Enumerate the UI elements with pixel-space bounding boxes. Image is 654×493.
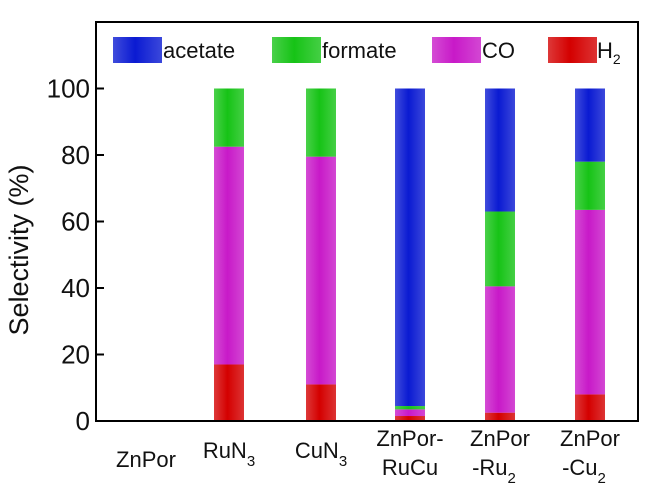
bar-znpor-ru2-h <box>485 412 515 421</box>
bar-znpor-rucu-co <box>395 409 425 417</box>
y-tick-label: 40 <box>61 273 90 303</box>
legend-label-co: CO <box>482 38 515 63</box>
legend-swatch-co <box>432 37 481 63</box>
plot-frame <box>95 21 639 422</box>
bar-znpor-rucu-formate <box>395 406 425 410</box>
y-axis-label: Selectivity (%) <box>4 164 34 335</box>
bar-znpor-cu2-formate <box>575 161 605 210</box>
bar-znpor-cu2-co <box>575 209 605 395</box>
x-tick-label: ZnPor <box>116 447 176 472</box>
y-tick-label: 100 <box>47 74 90 104</box>
x-tick-label: ZnPor -Cu2 <box>560 426 620 487</box>
x-tick-label: ZnPor -Ru2 <box>470 426 530 487</box>
x-tick-label: RuN3 <box>203 438 255 470</box>
bar-cun3-co <box>306 156 336 385</box>
bar-run3-h <box>214 364 244 421</box>
bar-run3-formate <box>214 88 244 147</box>
y-tick-label: 20 <box>61 340 90 370</box>
legend-label-formate: formate <box>322 38 397 63</box>
bar-run3-co <box>214 146 244 365</box>
legend-swatch-formate <box>272 37 321 63</box>
x-tick-label: ZnPor-RuCu <box>376 426 443 480</box>
bar-cun3-h <box>306 384 336 421</box>
bar-znpor-ru2-formate <box>485 211 515 287</box>
y-tick-label: 60 <box>61 207 90 237</box>
legend-swatch-h <box>548 37 597 63</box>
bar-znpor-rucu-h <box>395 416 425 421</box>
bar-znpor-cu2-h <box>575 394 605 421</box>
bar-znpor-ru2-acetate <box>485 88 515 212</box>
bar-znpor-cu2-acetate <box>575 88 605 162</box>
legend-label-acetate: acetate <box>163 38 235 63</box>
legend-swatch-acetate <box>113 37 162 63</box>
legend-label-h: H2 <box>597 38 621 67</box>
bar-znpor-ru2-co <box>485 286 515 413</box>
x-tick-label: CuN3 <box>295 438 347 470</box>
y-tick-label: 0 <box>76 406 90 436</box>
bar-znpor-rucu-acetate <box>395 88 425 407</box>
y-tick-label: 80 <box>61 140 90 170</box>
bar-cun3-formate <box>306 88 336 157</box>
